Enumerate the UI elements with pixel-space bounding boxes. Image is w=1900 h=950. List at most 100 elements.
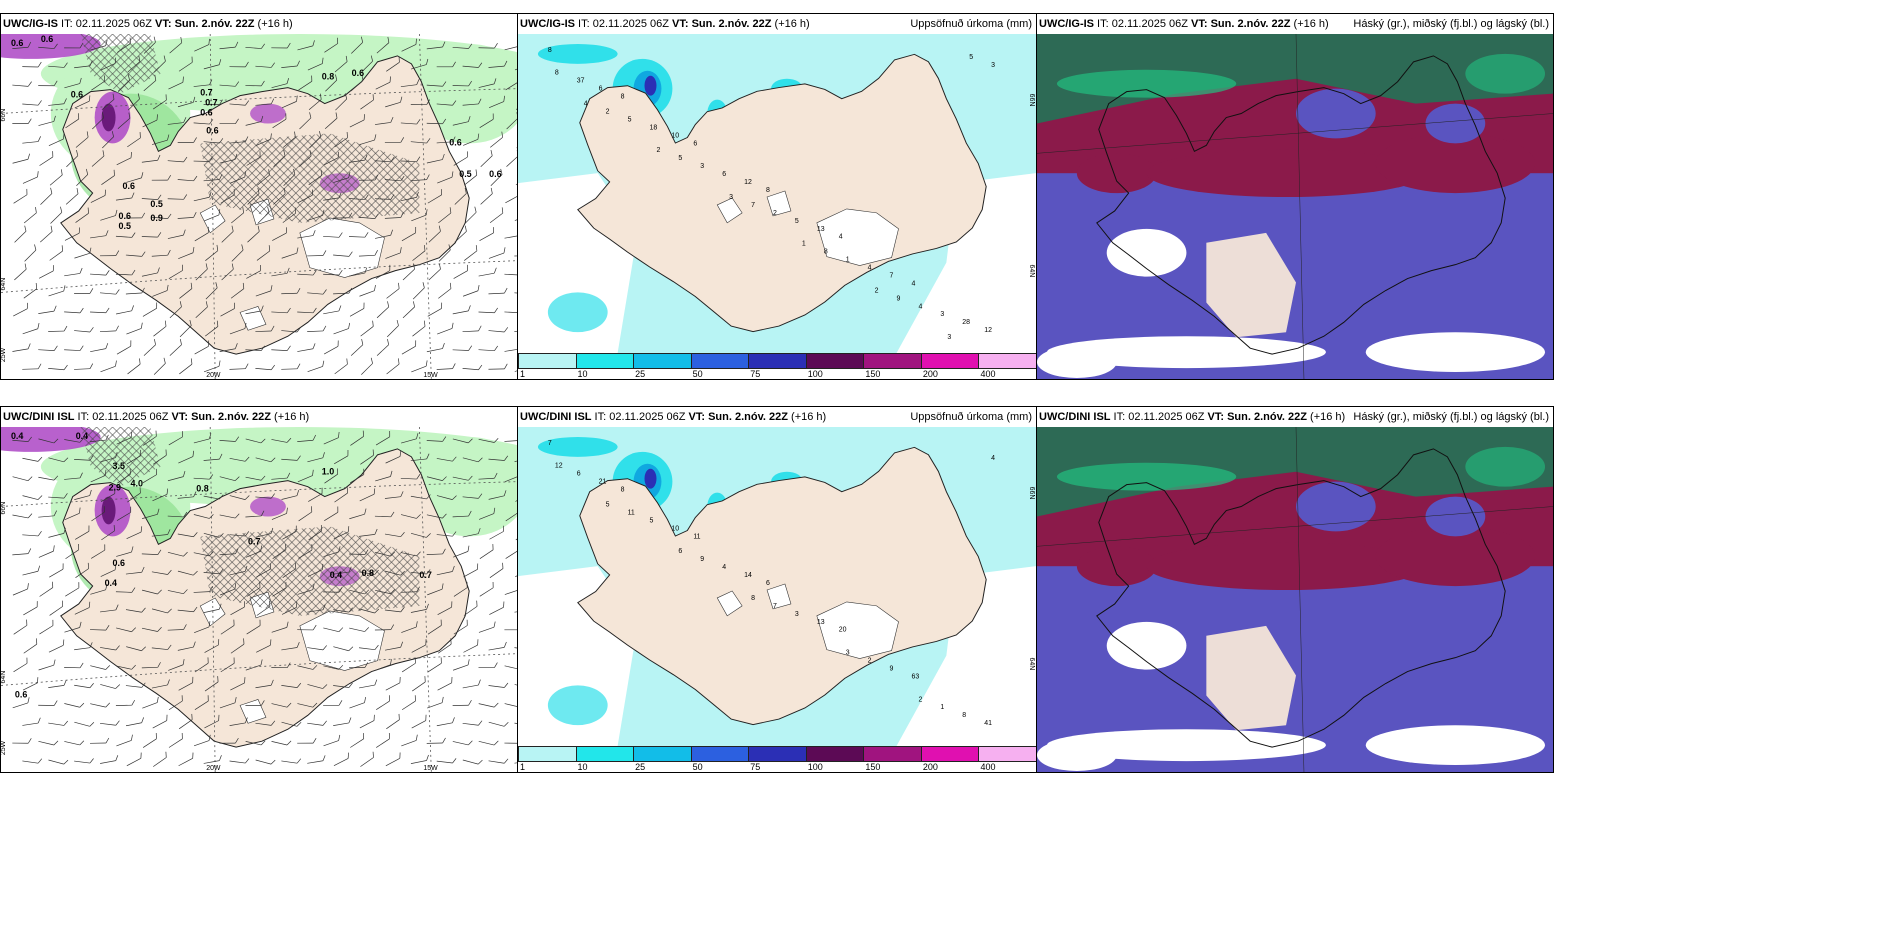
wind-barb: [49, 169, 63, 186]
wind-barb: [454, 187, 467, 205]
map-wind-ig[interactable]: 66N 64N 20W 15W 25W 0.6 0.6 0.7 0.6 0.8 0.6 0.7 0.6 0…: [1, 34, 517, 379]
wind-barb: [488, 490, 507, 500]
precip-value-label: 6: [577, 471, 581, 478]
wind-barb: [478, 437, 499, 443]
map-cloud-dini[interactable]: [1037, 427, 1553, 772]
precip-value-label: 2: [868, 658, 872, 665]
wind-barb: [452, 475, 473, 481]
wind-barb: [334, 449, 349, 465]
land-visible: [1206, 625, 1296, 731]
wind-barb: [281, 758, 302, 764]
wind-barb: [412, 245, 426, 261]
wind-barb: [204, 714, 220, 729]
wind-barb: [401, 38, 417, 52]
heavy-precip-shade: [101, 496, 116, 525]
wind-barb: [38, 659, 56, 671]
map-precip-dini[interactable]: 66N 64N 7 8 11 6 20 63 41 21 10 14 13 9 8 6 5 4 3 2 1 12 11 9 7 3…: [518, 427, 1036, 746]
wind-barb: [324, 112, 338, 130]
precip-value-label: 13: [817, 619, 825, 626]
wind-barb: [153, 357, 166, 375]
wind-barb: [297, 434, 316, 442]
wind-barb: [229, 136, 249, 144]
wind-barb: [437, 601, 453, 616]
lon-label: 20W: [206, 765, 221, 772]
wind-barb: [452, 305, 471, 315]
wind-barb: [126, 752, 142, 767]
wind-barb: [297, 189, 313, 204]
wind-barb: [22, 456, 43, 462]
hatch-area: [80, 427, 161, 487]
lat-line: [1, 88, 517, 114]
wind-barb: [12, 548, 32, 556]
wind-barb: [38, 345, 58, 351]
precip-value-label: 6: [693, 140, 697, 147]
map-cloud-ig[interactable]: [1037, 34, 1553, 379]
wind-barb: [74, 601, 91, 615]
colorbar-tick-label: 10: [577, 762, 588, 772]
wind-barb: [411, 360, 428, 373]
wind-barb: [193, 156, 213, 162]
wind-barb: [229, 565, 248, 576]
wind-barb: [219, 697, 237, 709]
wind-barb: [255, 527, 274, 538]
wind-barb: [385, 247, 402, 259]
wind-barb: [203, 755, 222, 764]
wind-barb: [334, 55, 348, 73]
precip-value-label: 8: [751, 595, 755, 602]
wind-barb: [179, 319, 192, 338]
precip-shade: [537, 436, 618, 457]
map-precip-ig[interactable]: 66N 64N 8 8 6 8 4 4 12 6 10 12 13 7 28 37 18 6 5 4 3 8 5 3 2 1 4 3 2…: [518, 34, 1036, 353]
wind-barb: [203, 99, 223, 105]
precip-value-label: 8: [962, 712, 966, 719]
precip-value-label: 21: [599, 479, 607, 486]
colorbar-tick-label: 400: [980, 762, 996, 772]
precip-value-label: 0.6: [206, 125, 218, 135]
glacier: [239, 306, 267, 331]
wind-barb: [101, 525, 115, 541]
wind-barb: [153, 55, 166, 73]
wind-barb: [116, 664, 136, 670]
wind-barb: [358, 250, 378, 257]
wind-barb: [297, 40, 315, 51]
wind-barb: [463, 563, 479, 578]
lon-line: [1295, 427, 1305, 772]
wind-barb: [307, 684, 328, 689]
wind-barb: [74, 95, 91, 109]
map-wind-dini[interactable]: 66N 64N 20W 15W 25W 0.4 0.4 3.5 2.9 4.0 1.0 0.8 0.7 0…: [1, 427, 517, 772]
wind-barb: [282, 131, 296, 148]
wind-barb: [64, 437, 85, 443]
wind-barb: [178, 752, 194, 767]
wind-barb: [271, 662, 291, 669]
precip-value-label: 4: [868, 265, 872, 272]
wind-barb: [504, 665, 517, 670]
wind-barb: [412, 676, 426, 692]
wind-barb: [410, 138, 431, 144]
clear-area: [1106, 621, 1187, 670]
wind-barb: [374, 511, 395, 518]
wind-barb: [453, 545, 470, 558]
wind-barb: [195, 263, 208, 281]
wind-barb: [463, 600, 478, 616]
wind-barb: [333, 526, 350, 540]
wind-barb: [271, 702, 292, 708]
wind-barb: [74, 489, 92, 500]
wind-barb: [307, 209, 325, 221]
precip-value-label: 6: [722, 171, 726, 178]
wind-barb: [462, 457, 483, 463]
wind-barb: [39, 151, 54, 166]
wind-barb: [255, 98, 275, 106]
wind-barb: [452, 43, 473, 49]
wind-barb: [361, 357, 373, 375]
wind-barb: [307, 325, 327, 332]
wind-barb: [100, 57, 117, 71]
wind-barb: [167, 470, 186, 482]
precip-value-label: 0.9: [150, 213, 162, 223]
wind-barb: [64, 307, 84, 314]
clear-area: [1046, 729, 1326, 762]
precip-value-label: 0.7: [205, 98, 217, 108]
wind-barb: [169, 36, 183, 54]
wind-barb: [141, 232, 162, 238]
wind-barb: [426, 343, 445, 353]
wind-barb: [488, 60, 508, 68]
wind-barb: [504, 45, 517, 51]
